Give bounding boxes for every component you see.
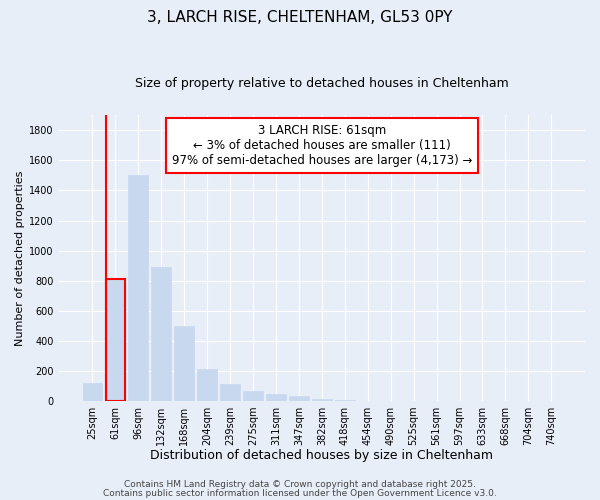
Bar (128, 176, 148, 401)
Bar (220, 384, 240, 401)
Bar (289, 396, 308, 401)
Text: 3, LARCH RISE, CHELTENHAM, GL53 0PY: 3, LARCH RISE, CHELTENHAM, GL53 0PY (147, 10, 453, 25)
Bar (197, 370, 217, 401)
Text: Contains public sector information licensed under the Open Government Licence v3: Contains public sector information licen… (103, 488, 497, 498)
Text: 3 LARCH RISE: 61sqm
← 3% of detached houses are smaller (111)
97% of semi-detach: 3 LARCH RISE: 61sqm ← 3% of detached hou… (172, 124, 472, 167)
Bar (312, 400, 332, 401)
Title: Size of property relative to detached houses in Cheltenham: Size of property relative to detached ho… (135, 78, 509, 90)
X-axis label: Distribution of detached houses by size in Cheltenham: Distribution of detached houses by size … (151, 450, 493, 462)
Bar (106, 279, 125, 401)
Y-axis label: Number of detached properties: Number of detached properties (15, 170, 25, 346)
Bar (175, 326, 194, 401)
Bar (266, 394, 286, 401)
Bar (83, 383, 102, 401)
Bar (151, 267, 171, 401)
Bar (335, 400, 355, 401)
Bar (243, 391, 263, 401)
Text: Contains HM Land Registry data © Crown copyright and database right 2025.: Contains HM Land Registry data © Crown c… (124, 480, 476, 489)
